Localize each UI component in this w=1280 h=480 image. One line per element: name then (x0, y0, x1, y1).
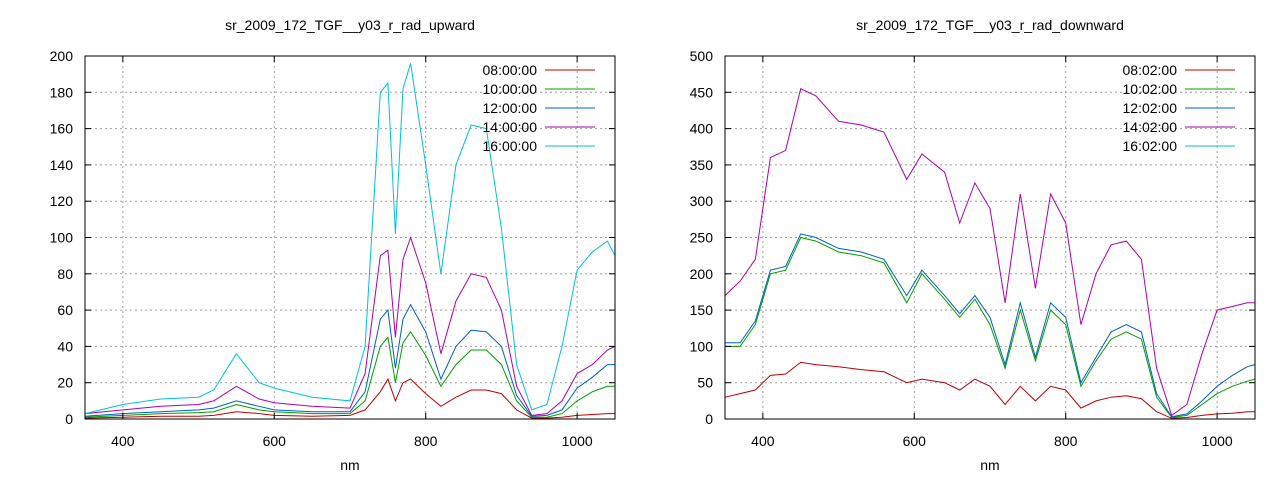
x-tick-label: 600 (903, 433, 927, 449)
series-line-100000 (84, 331, 615, 418)
y-tick-label: 0 (705, 411, 713, 427)
y-tick-label: 300 (690, 193, 714, 209)
legend-label: 16:02:00 (1123, 138, 1178, 154)
series-line-140000 (84, 235, 616, 416)
x-tick-label: 800 (414, 433, 438, 449)
y-tick-label: 100 (50, 230, 74, 246)
y-tick-label: 200 (50, 48, 74, 64)
y-tick-label: 60 (57, 302, 73, 318)
x-tick-label: 800 (1054, 433, 1078, 449)
y-tick-label: 50 (697, 375, 713, 391)
y-tick-label: 150 (690, 302, 714, 318)
x-tick-label: 1000 (562, 433, 593, 449)
legend-label: 12:02:00 (1123, 100, 1178, 116)
legend-label: 14:00:00 (483, 119, 538, 135)
legend-label: 14:02:00 (1123, 119, 1178, 135)
legend-label: 08:02:00 (1123, 62, 1178, 78)
y-tick-label: 140 (50, 157, 74, 173)
y-tick-label: 180 (50, 84, 74, 100)
y-tick-label: 350 (690, 157, 714, 173)
series-line-100200 (725, 236, 1256, 419)
y-tick-label: 500 (690, 48, 714, 64)
chart-2: sr_2009_172_TGF__y03_r_rad_downward 400 60… (690, 17, 1256, 473)
y-tick-label: 450 (690, 84, 714, 100)
legend-label: 10:02:00 (1123, 81, 1178, 97)
legend: 08:02:00 10:02:00 12:02:00 14:02:00 16:02:00 (1123, 62, 1235, 154)
y-tick-label: 400 (690, 121, 714, 137)
y-tick-label: 200 (690, 266, 714, 282)
x-axis-label: nm (980, 457, 999, 473)
y-tick-label: 160 (50, 121, 74, 137)
x-tick-label: 400 (111, 433, 135, 449)
y-tick-label: 20 (57, 375, 73, 391)
y-tick-label: 250 (690, 230, 714, 246)
chart-title: sr_2009_172_TGF__y03_r_rad_downward (856, 17, 1124, 33)
legend: 08:00:00 10:00:00 12:00:00 14:00:00 16:00:00 (483, 62, 595, 154)
y-tick-label: 0 (65, 411, 73, 427)
series-line-080200 (724, 361, 1255, 419)
series-line-140200 (724, 87, 1255, 417)
y-tick-label: 40 (57, 338, 73, 354)
x-tick-label: 600 (263, 433, 287, 449)
chart-title: sr_2009_172_TGF__y03_r_rad_upward (225, 17, 475, 33)
y-tick-label: 120 (50, 193, 74, 209)
series-line-080000 (84, 377, 615, 419)
legend-label: 12:00:00 (483, 100, 538, 116)
x-axis-label: nm (340, 457, 359, 473)
y-tick-label: 80 (57, 266, 73, 282)
series-line-120000 (84, 303, 615, 417)
x-tick-label: 1000 (1202, 433, 1233, 449)
x-tick-label: 400 (751, 433, 775, 449)
legend-label: 16:00:00 (483, 138, 538, 154)
legend-label: 08:00:00 (483, 62, 538, 78)
series-line-120200 (725, 233, 1256, 418)
legend-label: 10:00:00 (483, 81, 538, 97)
y-tick-label: 100 (690, 338, 714, 354)
series-line-160000 (84, 63, 616, 415)
